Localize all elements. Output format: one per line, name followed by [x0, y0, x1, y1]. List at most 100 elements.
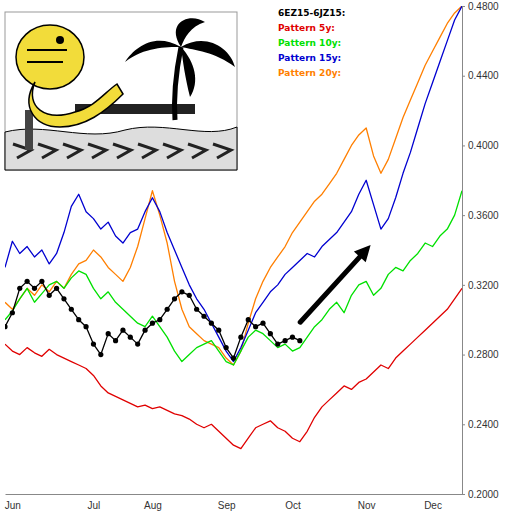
y-tick-label: 0.3600: [468, 210, 499, 221]
series-marker: [106, 331, 111, 336]
series-marker: [10, 310, 15, 315]
arrow-shaft: [300, 257, 360, 322]
series-marker: [25, 279, 30, 284]
y-tick-mark: [462, 424, 465, 425]
x-tick: Jun: [5, 500, 21, 511]
series-marker: [91, 342, 96, 347]
y-tick: 0.2800: [462, 349, 499, 360]
cartoon-scribble: [163, 144, 181, 158]
y-tick-mark: [462, 6, 465, 7]
x-tick: Sep: [218, 500, 236, 511]
series-marker: [47, 293, 52, 298]
series-marker: [275, 342, 280, 347]
y-tick: 0.2400: [462, 419, 499, 430]
cartoon-scribble: [213, 144, 231, 158]
series-marker: [216, 328, 221, 333]
series-marker: [224, 345, 229, 350]
arrow-head: [354, 245, 371, 262]
series-marker: [290, 335, 295, 340]
series-marker: [113, 338, 118, 343]
y-tick-mark: [462, 355, 465, 356]
y-tick-mark: [462, 285, 465, 286]
series-marker: [98, 352, 103, 357]
series-marker: [128, 335, 133, 340]
y-tick-label: 0.2000: [468, 489, 499, 500]
y-tick: 0.4800: [462, 1, 499, 12]
series-marker: [83, 324, 88, 329]
x-tick-label: Oct: [285, 500, 301, 511]
series-marker: [194, 307, 199, 312]
y-tick-label: 0.3200: [468, 280, 499, 291]
series-marker: [5, 324, 8, 329]
y-tick: 0.4400: [462, 70, 499, 81]
plot-area: [5, 6, 462, 449]
series-marker: [231, 355, 236, 360]
x-axis: JunJulAugSepOctNovDec: [5, 495, 463, 512]
chart: 0.20000.24000.28000.32000.36000.40000.44…: [0, 0, 507, 522]
x-tick-label: Aug: [144, 500, 162, 511]
cartoon-head: [16, 25, 84, 89]
series-marker: [268, 331, 273, 336]
series-marker: [246, 317, 251, 322]
x-tick-label: Jun: [5, 500, 21, 511]
y-tick-label: 0.2800: [468, 349, 499, 360]
series-marker: [142, 328, 147, 333]
series-line: [5, 191, 462, 365]
legend-entry: Pattern 5y:: [278, 23, 335, 33]
cartoon-scribble: [88, 144, 106, 158]
series-marker: [69, 307, 74, 312]
cartoon-body: [29, 82, 123, 127]
series-line: [5, 6, 462, 362]
cartoon-eye: [56, 36, 64, 44]
x-tick-label: Jul: [88, 500, 101, 511]
y-tick-label: 0.4400: [468, 70, 499, 81]
legend: 6EZ15-6JZ15:Pattern 5y:Pattern 10y:Patte…: [278, 8, 345, 78]
x-axis-line: [6, 494, 463, 495]
x-tick-label: Dec: [424, 500, 442, 511]
y-tick: 0.3600: [462, 210, 499, 221]
series-marker: [253, 324, 258, 329]
series-marker: [39, 279, 44, 284]
series-marker: [150, 321, 155, 326]
series-marker: [209, 321, 214, 326]
series-marker: [238, 335, 243, 340]
cartoon-palm-leaves: [125, 18, 235, 97]
y-tick-label: 0.2400: [468, 419, 499, 430]
cartoon: [5, 12, 237, 170]
series-marker: [187, 293, 192, 298]
legend-entry: Pattern 10y:: [278, 38, 341, 48]
x-tick: Dec: [424, 500, 442, 511]
series-marker: [120, 328, 125, 333]
cartoon-scribble: [113, 144, 131, 158]
series-marker: [76, 317, 81, 322]
series-marker: [17, 286, 22, 291]
series-marker: [260, 321, 265, 326]
cartoon-scribble: [38, 144, 56, 158]
y-axis: 0.20000.24000.28000.32000.36000.40000.44…: [462, 1, 499, 500]
y-tick-mark: [462, 145, 465, 146]
y-tick-mark: [462, 215, 465, 216]
cartoon-palm-trunk: [174, 47, 181, 120]
y-tick-mark: [462, 76, 465, 77]
series-marker: [282, 338, 287, 343]
series-marker: [61, 296, 66, 301]
x-tick: Oct: [285, 500, 301, 511]
x-tick-label: Sep: [218, 500, 236, 511]
x-tick: Jul: [88, 500, 101, 511]
series-marker: [157, 317, 162, 322]
y-tick: 0.2000: [462, 489, 499, 500]
legend-entry: Pattern 15y:: [278, 53, 341, 63]
cartoon-scribble: [138, 144, 156, 158]
series-line: [5, 281, 300, 358]
series-marker: [179, 289, 184, 294]
series-marker: [172, 296, 177, 301]
cartoon-ground: [5, 127, 237, 170]
series-line: [5, 6, 462, 365]
x-tick: Aug: [144, 500, 162, 511]
cartoon-chair: [25, 110, 33, 150]
series-marker: [165, 307, 170, 312]
background: [0, 0, 507, 522]
cartoon-scribble: [63, 144, 81, 158]
y-tick-label: 0.4800: [468, 1, 499, 12]
arrow: [300, 245, 370, 322]
